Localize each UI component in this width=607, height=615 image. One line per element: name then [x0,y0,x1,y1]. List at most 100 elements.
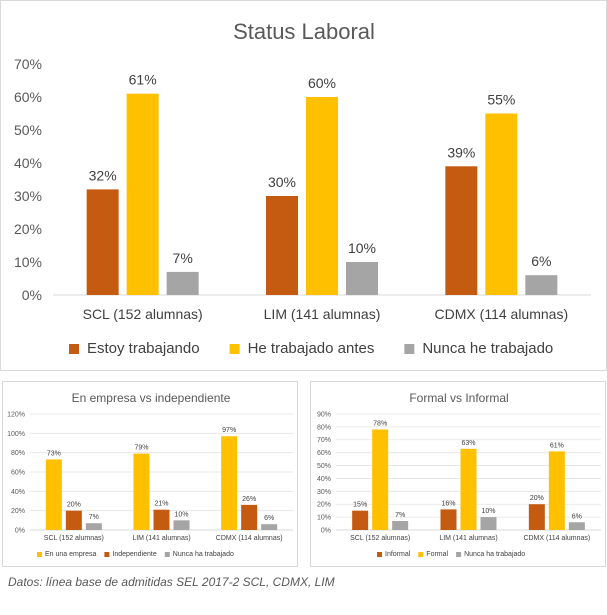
bar [440,509,457,530]
empresa-vs-independiente-chart: En empresa vs independiente 0% 20% 40% 60% 80… [7,391,293,558]
data-label: 6% [264,515,274,522]
status-laboral-chart: Status Laboral 0% 10% 20% 30% 40% 50% 60% 70% 32%… [14,19,591,357]
bar [480,517,497,530]
legend-swatch [164,552,170,557]
bar [352,510,369,530]
y-tick-label: 40% [317,476,331,483]
legend-swatch [69,344,79,354]
bar [133,453,150,530]
y-tick-label: 80% [317,424,331,431]
category-label: SCL (152 alumnas) [44,535,104,542]
y-tick-label: 70% [317,437,331,444]
legend-swatch [104,552,110,557]
bar [241,504,258,530]
bar [445,166,478,295]
legend-swatch [456,552,462,557]
data-label: 10% [481,508,495,515]
bar [460,448,477,530]
bar [221,436,238,530]
bar [485,113,518,295]
data-label: 55% [487,92,515,108]
data-label: 10% [174,511,188,518]
category-label: LIM (141 alumnas) [132,535,190,542]
y-tick-label: 0% [321,527,331,534]
data-label: 21% [154,501,168,508]
bar [525,275,558,295]
y-tick-label: 60% [317,450,331,457]
bar [548,451,565,530]
data-label: 32% [89,167,117,183]
y-tick-label: 50% [317,463,331,470]
data-label: 10% [348,240,376,256]
category-label: LIM (141 alumnas) [264,306,381,322]
y-tick-label: 30% [317,489,331,496]
category-label: CDMX (114 alumnas) [435,306,569,322]
data-label: 26% [242,496,256,503]
main-chart-panel: Status Laboral 0% 10% 20% 30% 40% 50% 60% 70% 32%… [0,0,607,371]
data-label: 78% [373,420,387,427]
data-label: 7% [89,514,99,521]
legend-swatch [377,552,382,557]
y-tick-label: 120% [7,411,25,418]
data-label: 73% [47,450,61,457]
data-label: 7% [395,512,405,519]
bar [372,429,389,530]
chart-title: Status Laboral [233,19,375,44]
legend-swatch [404,344,415,354]
bar [568,522,585,530]
data-source-note: Datos: línea base de admitidas SEL 2017-… [8,575,335,589]
legend-swatch [37,552,42,557]
y-tick-label: 60% [14,89,42,105]
bar [166,271,199,295]
data-label: 20% [530,495,544,502]
y-tick-label: 60% [11,469,25,476]
legend-label: He trabajado antes [248,340,375,357]
bar [173,520,190,530]
data-label: 79% [134,445,148,452]
legend-label: En una empresa [45,551,96,558]
y-tick-label: 0% [22,287,42,303]
legend-label: Nunca ha trabajado [464,551,525,558]
data-label: 39% [447,144,475,160]
bar [346,262,378,295]
data-label: 16% [441,500,455,507]
legend-label: Formal [426,551,448,558]
data-label: 61% [129,72,157,88]
y-tick-label: 20% [11,508,25,515]
data-label: 30% [268,174,296,190]
formal-chart-panel: Formal vs Informal 0% 10% 20% 30% 40% 50% 60% 70… [310,381,606,567]
legend-label: Independiente [112,551,156,558]
data-label: 20% [67,502,81,509]
y-tick-label: 70% [14,56,42,72]
category-label: CDMX (114 alumnas) [216,535,283,542]
y-tick-label: 40% [14,155,42,171]
data-label: 7% [173,250,193,266]
data-label: 61% [550,442,564,449]
legend-label: Nunca ha trabajado [173,551,234,558]
y-tick-label: 90% [317,411,331,418]
bar [126,93,159,295]
legend-label: Estoy trabajando [87,340,200,357]
category-label: LIM (141 alumnas) [439,535,497,542]
category-label: SCL (152 alumnas) [83,306,203,322]
y-tick-label: 80% [11,450,25,457]
bar [65,510,82,530]
chart-title: Formal vs Informal [409,391,508,405]
bar [86,189,119,295]
bar [85,523,102,530]
y-tick-label: 100% [7,431,25,438]
y-tick-label: 40% [11,489,25,496]
bar [261,524,278,530]
y-tick-label: 30% [14,188,42,204]
legend-label: Informal [385,551,411,558]
y-tick-label: 10% [14,254,42,270]
y-tick-label: 20% [14,221,42,237]
y-tick-label: 20% [317,502,331,509]
category-label: SCL (152 alumnas) [350,535,410,542]
y-tick-label: 10% [317,515,331,522]
y-tick-label: 50% [14,122,42,138]
chart-title: En empresa vs independiente [72,391,231,405]
legend-swatch [418,552,424,557]
data-label: 6% [572,513,582,520]
empresa-chart-panel: En empresa vs independiente 0% 20% 40% 60% 80… [2,381,298,567]
